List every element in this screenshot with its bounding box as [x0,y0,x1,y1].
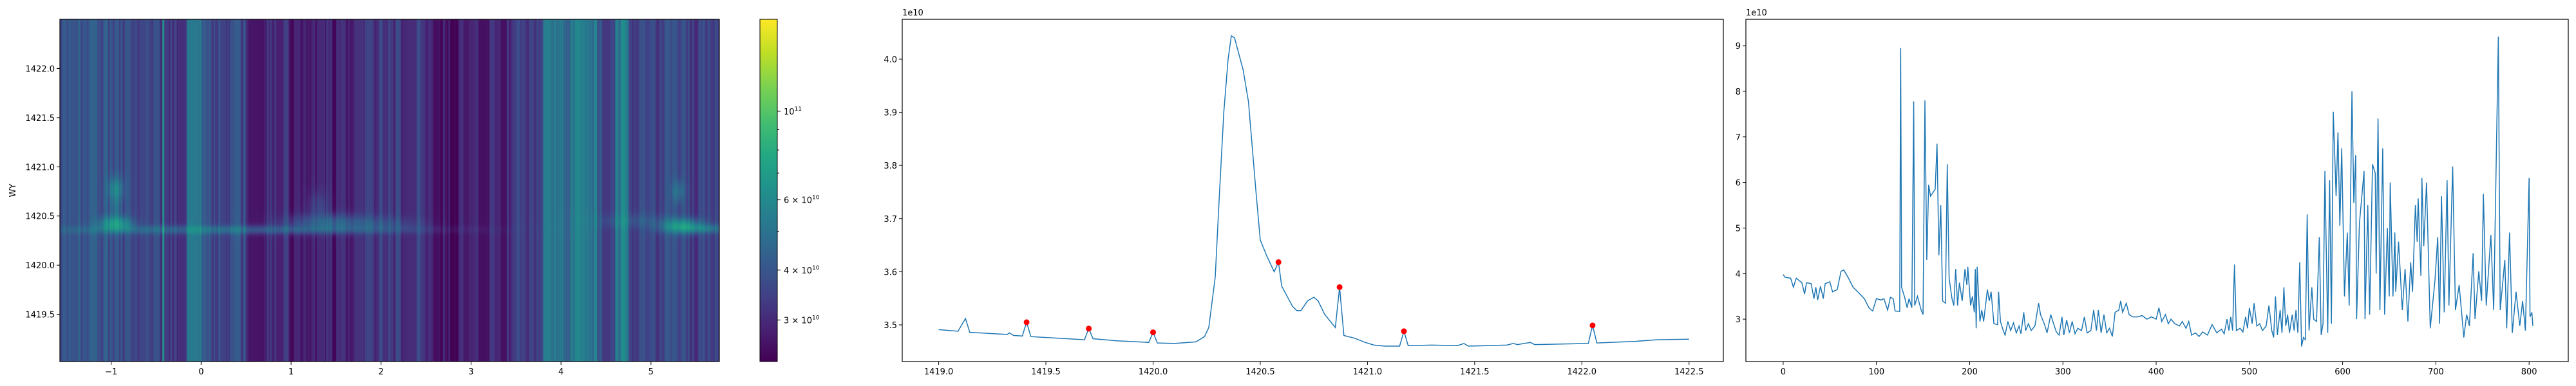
x-tick-label: 700 [2428,367,2444,377]
x-tick-label: 2 [379,367,384,377]
y-tick-label: 9 [1736,42,1741,51]
colorbar-bar [759,19,778,362]
axes-frame [902,19,1724,362]
colorbar-tick-label: 3 × 1010 [784,315,820,326]
y-tick-label: 4.0 [884,55,897,65]
data-line [938,35,1689,347]
x-tick-label: 0 [1781,367,1786,377]
offset-text: 1e10 [1746,8,1767,18]
x-tick-label: 600 [2334,367,2351,377]
x-tick-label: 1422.5 [1674,367,1704,377]
axes-1: −1 0 1 2 3 4 5 1419.5 1420.0 1420.5 1421.0 1421.5 14… [8,19,720,377]
peak-marker [1275,259,1282,266]
y-tick-label: 6 [1736,179,1741,188]
offset-text: 1e10 [902,8,923,18]
y-tick-label: 3.5 [884,321,897,331]
axes-frame [1745,19,2569,362]
y-tick-label: 3.9 [884,109,897,118]
y-tick-label: 1422.0 [26,64,55,74]
x-tick-label: 200 [1962,367,1978,377]
peak-marker [1023,319,1030,326]
colorbar-tick-label: 1011 [784,106,802,117]
x-tick-label: 3 [468,367,473,377]
x-tick-label: 400 [2148,367,2164,377]
y-tick-label: 5 [1736,224,1741,234]
axes-2: 1419.0 1419.5 1420.0 1420.5 1421.0 1421.5 1422… [884,8,1724,377]
x-tick-label: 1420.5 [1245,367,1275,377]
x-tick-label: 500 [2241,367,2257,377]
x-tick-label: 100 [1868,367,1884,377]
x-tick-label: 5 [649,367,654,377]
colorbar-tick-label: 6 × 1010 [784,195,820,206]
axes-frame [59,19,720,362]
y-axis-label: WY [8,184,18,198]
y-tick-label: 1420.0 [26,261,55,271]
axes-3: 0 100 200 300 400 500 600 700 800 3 4 5 6 7 8 9 1e10 [1736,8,2569,377]
heatmap-image [60,19,719,362]
y-tick-label: 8 [1736,87,1741,97]
colorbar: 3 × 1010 4 × 1010 6 × 1010 1011 [759,19,820,362]
data-line [1783,36,2533,347]
x-tick-label: 1421.5 [1460,367,1490,377]
peak-marker [1150,329,1156,336]
y-tick-label: 3.7 [884,215,897,225]
x-tick-label: 1420.0 [1139,367,1168,377]
peak-marker [1336,284,1343,290]
y-tick-label: 1421.5 [26,114,55,124]
y-tick-label: 1419.5 [26,311,55,320]
peak-marker [1401,328,1407,335]
y-tick-label: 1421.0 [26,163,55,172]
x-tick-label: 1419.0 [924,367,954,377]
y-tick-label: 3.6 [884,268,897,277]
x-tick-label: 800 [2521,367,2537,377]
x-tick-label: 0 [198,367,204,377]
x-tick-label: −1 [105,367,117,377]
x-tick-label: 1421.0 [1353,367,1383,377]
peak-marker [1086,326,1092,332]
colorbar-tick-label: 4 × 1010 [784,265,820,276]
x-tick-label: 1419.5 [1031,367,1061,377]
peak-marker [1589,322,1596,329]
x-tick-label: 4 [558,367,564,377]
y-tick-label: 7 [1736,133,1741,143]
y-tick-label: 1420.5 [26,212,55,222]
x-tick-label: 1 [289,367,294,377]
x-tick-label: 300 [2055,367,2071,377]
y-tick-label: 3.8 [884,161,897,171]
y-tick-label: 3 [1736,315,1741,325]
y-tick-label: 4 [1736,270,1741,279]
x-tick-label: 1422.0 [1567,367,1597,377]
